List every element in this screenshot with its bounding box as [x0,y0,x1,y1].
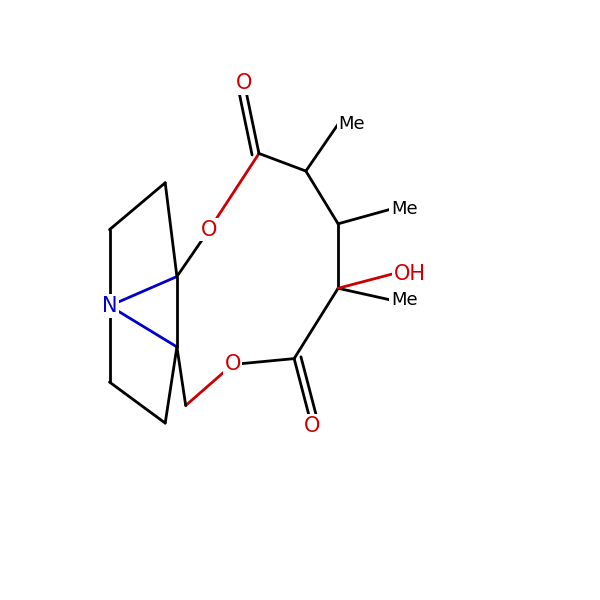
Text: Me: Me [391,200,418,218]
Text: Me: Me [391,291,418,309]
Text: N: N [102,296,117,316]
Text: O: O [236,73,253,93]
Text: O: O [224,355,241,374]
Text: O: O [201,220,217,239]
Text: O: O [304,416,320,436]
Text: Me: Me [338,115,365,133]
Text: OH: OH [394,263,426,284]
